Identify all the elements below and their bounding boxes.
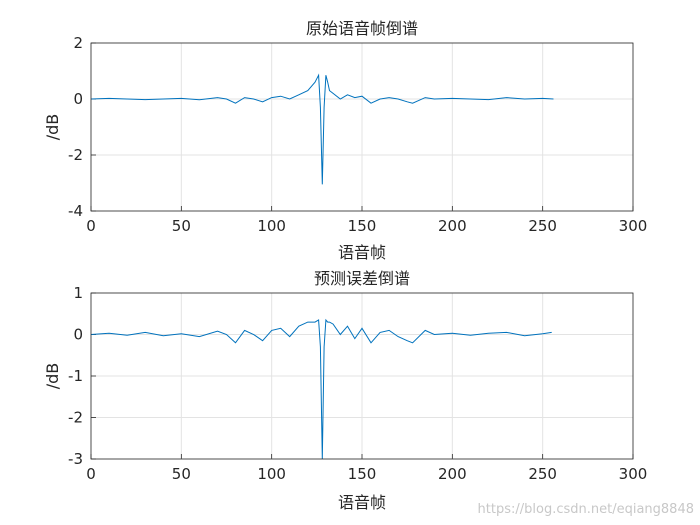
x-tick-label: 0: [86, 217, 96, 235]
series-line: [90, 318, 552, 460]
x-tick-label: 100: [257, 217, 286, 235]
grid-lines: [90, 292, 634, 460]
y-tick-labels: 1 0 -1 -2 -3: [68, 284, 83, 468]
y-tick-label: 0: [73, 326, 83, 344]
y-axis-label: /dB: [43, 114, 62, 141]
y-tick-label: -4: [68, 202, 83, 220]
x-tick-label: 250: [528, 217, 557, 235]
x-tick-label: 250: [528, 465, 557, 483]
grid-lines: [90, 42, 634, 212]
y-tick-label: 1: [73, 284, 83, 302]
x-tick-label: 50: [172, 217, 191, 235]
x-tick-label: 300: [619, 217, 648, 235]
chart-title: 预测误差倒谱: [314, 269, 410, 288]
x-tick-label: 300: [619, 465, 648, 483]
x-tick-label: 200: [438, 217, 467, 235]
x-tick-label: 150: [348, 217, 377, 235]
y-tick-label: -1: [68, 367, 83, 385]
x-tick-label: 200: [438, 465, 467, 483]
x-tick-labels: 0 50 100 150 200 250 300: [86, 217, 647, 235]
x-tick-label: 150: [348, 465, 377, 483]
watermark-url: https://blog.csdn.net/eqiang8848: [477, 502, 694, 517]
y-tick-label: -2: [68, 409, 83, 427]
series-line: [90, 73, 554, 185]
y-tick-label: 0: [73, 90, 83, 108]
x-axis-label: 语音帧: [338, 243, 386, 262]
x-tick-label: 0: [86, 465, 96, 483]
subplot-prediction-error-cepstrum: 预测误差倒谱 0 50 100 150 200 250 300 1 0 -1 -2 -3 语音帧 /…: [43, 269, 647, 512]
x-tick-labels: 0 50 100 150 200 250 300: [86, 465, 647, 483]
axes-frame: [90, 292, 634, 460]
x-axis-label: 语音帧: [338, 493, 386, 512]
y-tick-label: -3: [68, 450, 83, 468]
subplot-original-cepstrum: 原始语音帧倒谱 0 50 100 150 200 250 300 2 0 -2 -4 语音帧 /d…: [43, 19, 647, 262]
y-tick-labels: 2 0 -2 -4: [68, 34, 83, 220]
chart-title: 原始语音帧倒谱: [306, 19, 418, 38]
y-tick-label: 2: [73, 34, 83, 52]
y-axis-label: /dB: [43, 363, 62, 390]
x-tick-label: 100: [257, 465, 286, 483]
y-tick-label: -2: [68, 146, 83, 164]
axes-frame: [90, 42, 634, 212]
x-tick-label: 50: [172, 465, 191, 483]
